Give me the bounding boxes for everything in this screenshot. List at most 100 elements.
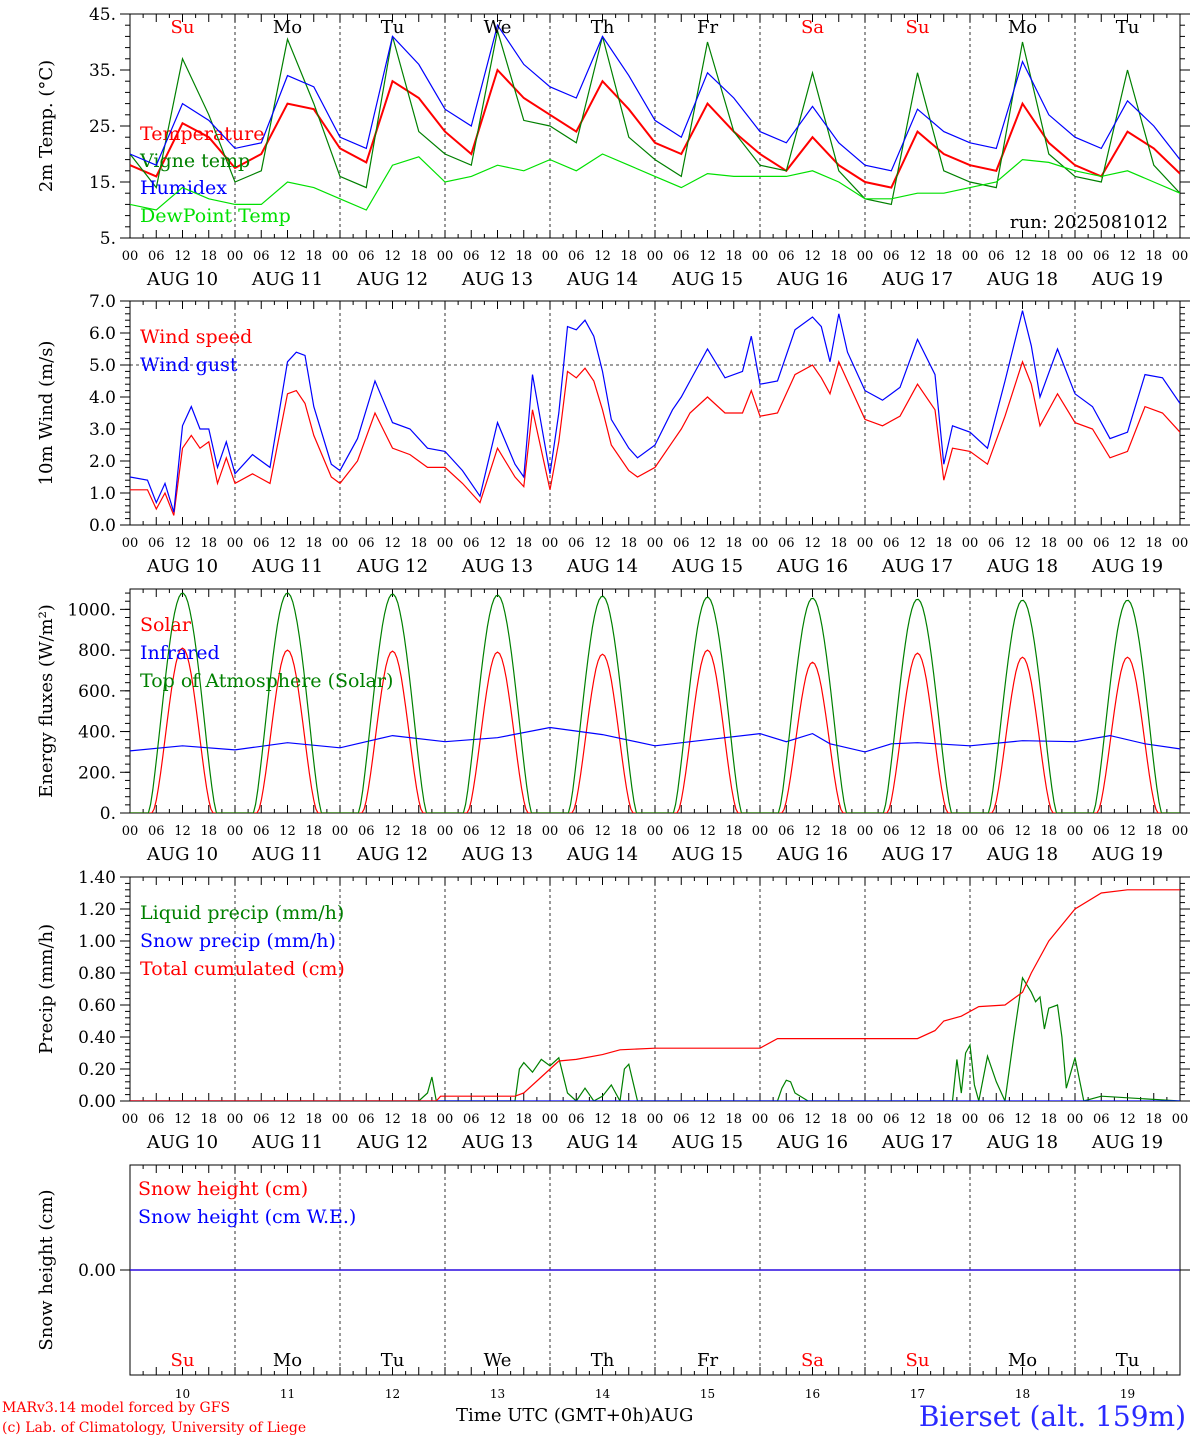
- energy-hour-label: 18: [305, 824, 322, 839]
- wind-hour-label: 00: [227, 536, 244, 551]
- wind-y-tick-label: 1.0: [89, 484, 116, 504]
- run-label: run: 2025081012: [1010, 212, 1168, 233]
- temp-y-tick-label: 25.: [89, 117, 116, 137]
- wind-date-label: AUG 15: [671, 556, 743, 577]
- temp-hour-label-end: 00: [1172, 249, 1189, 264]
- energy-hour-label: 00: [332, 824, 349, 839]
- energy-y-tick-label: 1000.: [67, 600, 116, 620]
- wind-date-label: AUG 10: [146, 556, 218, 577]
- energy-hour-label: 18: [200, 824, 217, 839]
- precip-hour-label: 06: [568, 1112, 585, 1127]
- energy-date-label: AUG 18: [986, 844, 1058, 865]
- wind-y-tick-label: 5.0: [89, 356, 116, 376]
- precip-hour-label: 00: [332, 1112, 349, 1127]
- energy-y-tick-label: 600.: [78, 682, 116, 702]
- energy-hour-label: 12: [489, 824, 506, 839]
- energy-hour-label: 06: [988, 824, 1005, 839]
- day-number-label: 14: [595, 1387, 611, 1401]
- temp-hour-label: 18: [1145, 249, 1162, 264]
- wind-hour-label: 06: [148, 536, 165, 551]
- wind-hour-label: 18: [725, 536, 742, 551]
- energy-hour-label: 12: [174, 824, 191, 839]
- energy-hour-label: 18: [410, 824, 427, 839]
- temp-date-label: AUG 14: [566, 269, 638, 290]
- energy-hour-label: 12: [1119, 824, 1136, 839]
- precip-hour-label: 00: [122, 1112, 139, 1127]
- temp-series-line: [130, 23, 1180, 172]
- precip-hour-label: 06: [1093, 1112, 1110, 1127]
- precip-series-line: [130, 976, 1180, 1101]
- precip-hour-label: 06: [988, 1112, 1005, 1127]
- wind-hour-label: 18: [200, 536, 217, 551]
- energy-hour-label: 00: [437, 824, 454, 839]
- wind-hour-label: 18: [305, 536, 322, 551]
- snow-legend-label: Snow height (cm W.E.): [138, 1206, 356, 1228]
- x-axis-title: Time UTC (GMT+0h)AUG: [456, 1405, 693, 1426]
- day-number-label: 12: [385, 1387, 400, 1401]
- energy-hour-label: 18: [515, 824, 532, 839]
- precip-hour-label: 12: [489, 1112, 506, 1127]
- energy-hour-label: 18: [935, 824, 952, 839]
- wind-hour-label: 00: [332, 536, 349, 551]
- precip-y-tick-label: 1.00: [78, 932, 116, 952]
- temp-hour-label: 06: [568, 249, 585, 264]
- wind-y-axis-label: 10m Wind (m/s): [36, 341, 57, 486]
- precip-hour-label: 18: [1040, 1112, 1057, 1127]
- wind-date-label: AUG 13: [461, 556, 533, 577]
- energy-hour-label: 18: [725, 824, 742, 839]
- energy-hour-label: 00: [1067, 824, 1084, 839]
- credit-line-1: MARv3.14 model forced by GFS: [2, 1400, 231, 1416]
- energy-legend-label: Solar: [140, 614, 192, 636]
- day-number-label: 16: [805, 1387, 820, 1401]
- energy-date-label: AUG 15: [671, 844, 743, 865]
- energy-hour-label: 06: [883, 824, 900, 839]
- x-axis-month: AUG: [650, 1405, 694, 1426]
- precip-hour-label: 12: [909, 1112, 926, 1127]
- wind-hour-label: 00: [857, 536, 874, 551]
- snow-y-tick-label: 0.00: [78, 1261, 116, 1281]
- temp-hour-label: 12: [804, 249, 821, 264]
- wind-hour-label: 00: [647, 536, 664, 551]
- energy-hour-label: 12: [804, 824, 821, 839]
- precip-hour-label: 00: [437, 1112, 454, 1127]
- wind-hour-label: 12: [279, 536, 296, 551]
- wind-hour-label: 18: [515, 536, 532, 551]
- energy-series-line: [130, 726, 1180, 753]
- temp-series-line: [130, 153, 1180, 211]
- wind-hour-label: 06: [463, 536, 480, 551]
- precip-hour-label: 12: [174, 1112, 191, 1127]
- precip-y-tick-label: 1.40: [78, 868, 116, 888]
- day-number-label: 17: [910, 1387, 925, 1401]
- day-number-label: 19: [1120, 1387, 1135, 1401]
- wind-hour-label: 06: [883, 536, 900, 551]
- energy-hour-label: 06: [778, 824, 795, 839]
- precip-date-label: AUG 14: [566, 1132, 638, 1153]
- precip-hour-label: 06: [463, 1112, 480, 1127]
- precip-date-label: AUG 16: [776, 1132, 848, 1153]
- precip-hour-label: 12: [1014, 1112, 1031, 1127]
- wind-date-label: AUG 14: [566, 556, 638, 577]
- precip-hour-label: 06: [778, 1112, 795, 1127]
- temp-hour-label: 06: [1093, 249, 1110, 264]
- snow-weekday-label: We: [484, 1350, 512, 1371]
- precip-y-tick-label: 1.20: [78, 900, 116, 920]
- temp-hour-label: 00: [227, 249, 244, 264]
- energy-hour-label: 18: [1040, 824, 1057, 839]
- wind-frame: [129, 300, 1181, 526]
- temp-hour-label: 18: [935, 249, 952, 264]
- snow-weekday-label: Su: [906, 1350, 930, 1371]
- energy-y-tick-label: 200.: [78, 763, 116, 783]
- energy-hour-label: 00: [542, 824, 559, 839]
- energy-hour-label: 12: [1014, 824, 1031, 839]
- energy-date-label: AUG 12: [356, 844, 428, 865]
- energy-hour-label: 00: [647, 824, 664, 839]
- wind-hour-label: 18: [830, 536, 847, 551]
- precip-hour-label: 00: [542, 1112, 559, 1127]
- wind-date-label: AUG 17: [881, 556, 953, 577]
- temp-hour-label: 06: [883, 249, 900, 264]
- energy-date-label: AUG 14: [566, 844, 638, 865]
- precip-hour-label: 18: [725, 1112, 742, 1127]
- wind-legend-label: Wind speed: [140, 326, 252, 348]
- wind-hour-label: 18: [410, 536, 427, 551]
- precip-date-label: AUG 11: [251, 1132, 323, 1153]
